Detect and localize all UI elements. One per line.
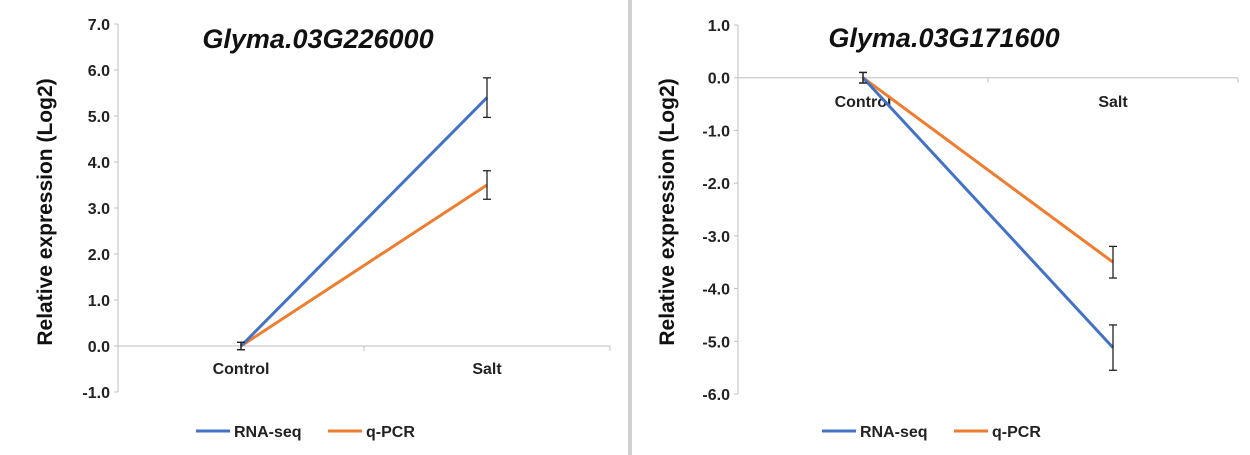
x-category-label: Salt xyxy=(472,361,502,378)
legend-label: RNA-seq xyxy=(234,424,302,441)
y-axis-title: Relative expression (Log2) xyxy=(34,78,57,345)
chart-panel-right: 1.0 0.0 -1.0 -2.0 -3.0 -4.0 -5.0 -6.0 Control Sal… xyxy=(632,0,1250,455)
legend-label: q-PCR xyxy=(992,424,1041,441)
series-line-q-pcr xyxy=(240,183,488,348)
y-tick-label: -6.0 xyxy=(702,387,730,404)
y-tick-label: -4.0 xyxy=(702,282,730,299)
y-tick-label: 7.0 xyxy=(88,17,110,34)
y-tick-label: -5.0 xyxy=(702,334,730,351)
y-tick-label: -1.0 xyxy=(82,385,110,402)
chart-panel-left: 7.0 6.0 5.0 4.0 3.0 2.0 1.0 0.0 -1.0 Control Salt G… xyxy=(34,17,611,441)
y-tick-label: -3.0 xyxy=(702,229,730,246)
y-tick-label: 4.0 xyxy=(88,155,110,172)
y-tick-label: 5.0 xyxy=(88,109,110,126)
x-category-label: Control xyxy=(213,361,270,378)
y-tick-label: 0.0 xyxy=(708,71,730,88)
y-tick-label: 0.0 xyxy=(88,339,110,356)
y-tick-label: 6.0 xyxy=(88,63,110,80)
y-tick-label: -2.0 xyxy=(702,176,730,193)
x-category-label: Control xyxy=(835,94,892,111)
series-line-rna-seq xyxy=(239,96,489,348)
series-line-rna-seq xyxy=(861,76,1115,349)
y-tick-label: 1.0 xyxy=(88,293,110,310)
x-category-label: Salt xyxy=(1098,94,1128,111)
expression-chart-right: 1.0 0.0 -1.0 -2.0 -3.0 -4.0 -5.0 -6.0 Control Sal… xyxy=(656,18,1239,441)
series-line-q-pcr xyxy=(862,76,1114,264)
plot-group: 7.0 6.0 5.0 4.0 3.0 2.0 1.0 0.0 -1.0 Control Salt G… xyxy=(34,17,611,441)
chart-title: Glyma.03G226000 xyxy=(202,24,433,54)
y-axis-title: Relative expression (Log2) xyxy=(656,78,679,345)
plot-group: 1.0 0.0 -1.0 -2.0 -3.0 -4.0 -5.0 -6.0 Control Sal… xyxy=(656,18,1239,441)
legend-label: q-PCR xyxy=(366,424,415,441)
y-tick-label: 1.0 xyxy=(708,18,730,35)
y-tick-label: -1.0 xyxy=(702,123,730,140)
chart-title: Glyma.03G171600 xyxy=(828,23,1059,53)
expression-chart-left: 7.0 6.0 5.0 4.0 3.0 2.0 1.0 0.0 -1.0 Control Salt G… xyxy=(34,17,611,441)
y-tick-label: 3.0 xyxy=(88,201,110,218)
panel-divider xyxy=(628,0,632,455)
y-tick-label: 2.0 xyxy=(88,247,110,264)
legend-label: RNA-seq xyxy=(860,424,928,441)
